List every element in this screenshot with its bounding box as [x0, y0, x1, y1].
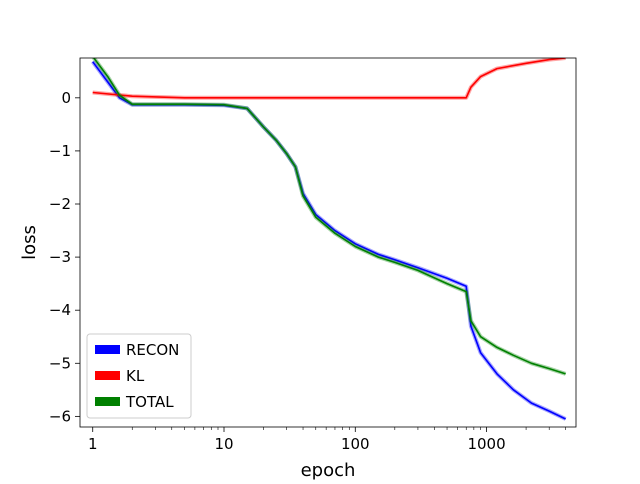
- x-tick-label-1000: 1000: [467, 435, 505, 453]
- legend-item-total: TOTAL: [95, 393, 174, 411]
- series-layer: [91, 58, 567, 421]
- legend: RECON KL TOTAL: [86, 333, 192, 419]
- y-tick-label-0: 0: [61, 89, 71, 107]
- y-tick-label--5: −5: [49, 354, 71, 372]
- x-axis-label: epoch: [301, 460, 356, 480]
- legend-swatch-kl: [95, 371, 120, 380]
- legend-label-recon: RECON: [126, 341, 179, 359]
- legend-label-total: TOTAL: [125, 393, 174, 411]
- y-tick-label--4: −4: [49, 301, 71, 319]
- series-line-kl: [92, 58, 566, 99]
- axes-layer: 1 10 100 1000 0 −1 −2 −3 −4 −5 −6: [49, 89, 566, 453]
- series-line-total: [92, 58, 566, 375]
- x-tick-label-100: 100: [341, 435, 370, 453]
- legend-swatch-total: [95, 397, 120, 406]
- y-tick-label--2: −2: [49, 195, 71, 213]
- y-axis-label: loss: [19, 225, 40, 260]
- y-tick-label--3: −3: [49, 248, 71, 266]
- legend-label-kl: KL: [126, 367, 145, 385]
- legend-item-recon: RECON: [95, 341, 179, 359]
- y-tick-label--1: −1: [49, 142, 71, 160]
- legend-item-kl: KL: [95, 367, 145, 385]
- plot-frame: [79, 57, 577, 428]
- x-tick-label-10: 10: [214, 435, 233, 453]
- y-tick-label--6: −6: [49, 407, 71, 425]
- x-tick-label-1: 1: [88, 435, 98, 453]
- legend-swatch-recon: [95, 345, 120, 354]
